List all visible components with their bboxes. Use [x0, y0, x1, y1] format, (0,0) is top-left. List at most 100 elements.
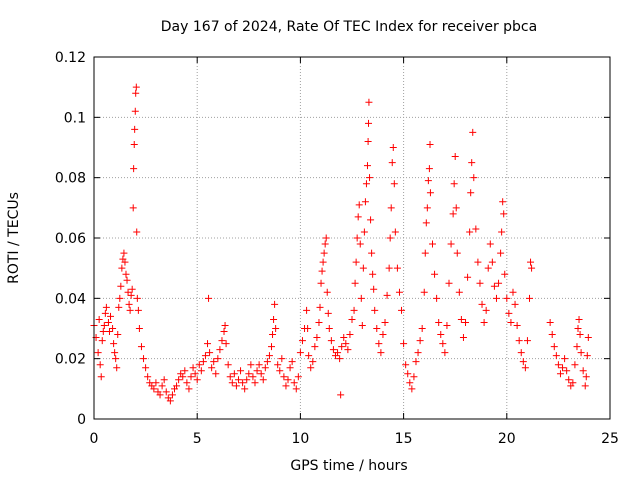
data-point — [513, 321, 521, 329]
data-point — [140, 355, 148, 363]
data-point — [497, 249, 505, 257]
data-point — [280, 373, 288, 381]
data-point — [125, 300, 133, 308]
data-point — [342, 340, 350, 348]
data-point — [121, 258, 129, 266]
data-point — [102, 303, 110, 311]
data-point — [371, 306, 379, 314]
data-point — [179, 373, 187, 381]
data-point — [526, 294, 534, 302]
data-point — [433, 294, 441, 302]
data-point — [462, 318, 470, 326]
data-point — [363, 162, 371, 170]
x-tick-label: 15 — [395, 431, 413, 447]
data-point — [117, 282, 125, 290]
data-point — [268, 343, 276, 351]
data-point — [132, 83, 140, 91]
y-tick-label: 0.02 — [55, 352, 86, 368]
x-tick-label: 0 — [90, 431, 99, 447]
data-point — [185, 385, 193, 393]
data-point — [183, 379, 191, 387]
data-point — [424, 177, 432, 185]
data-point — [527, 258, 535, 266]
data-point — [482, 306, 490, 314]
data-point — [195, 361, 203, 369]
data-point — [511, 300, 519, 308]
data-point — [115, 303, 123, 311]
data-point — [395, 288, 403, 296]
data-point — [201, 352, 209, 360]
data-point — [181, 367, 189, 375]
data-point — [357, 294, 365, 302]
data-point — [344, 346, 352, 354]
x-tick-label: 10 — [291, 431, 309, 447]
data-point — [263, 358, 271, 366]
data-point — [122, 270, 130, 278]
data-point — [128, 285, 136, 293]
data-point — [583, 352, 591, 360]
data-point — [111, 349, 119, 357]
data-point — [323, 288, 331, 296]
data-point — [377, 349, 385, 357]
data-point — [222, 340, 230, 348]
data-point — [478, 300, 486, 308]
data-point — [426, 189, 434, 197]
data-point — [218, 337, 226, 345]
data-point — [197, 367, 205, 375]
data-point — [158, 382, 166, 390]
y-tick-label: 0.12 — [55, 50, 86, 66]
data-point — [317, 279, 325, 287]
data-point — [492, 294, 500, 302]
data-point — [124, 288, 132, 296]
data-point — [579, 367, 587, 375]
data-point — [309, 358, 317, 366]
data-point — [96, 361, 104, 369]
data-point — [255, 361, 263, 369]
y-tick-label: 0.04 — [55, 291, 86, 307]
data-point — [166, 397, 174, 405]
y-tick-label: 0.08 — [55, 171, 86, 187]
data-point — [112, 355, 120, 363]
data-point — [322, 234, 330, 242]
data-point — [216, 346, 224, 354]
data-point — [131, 107, 139, 115]
data-point — [400, 340, 408, 348]
data-point — [554, 361, 562, 369]
data-point — [390, 180, 398, 188]
data-point — [412, 358, 420, 366]
data-point — [523, 337, 531, 345]
data-point — [271, 300, 279, 308]
data-point — [319, 258, 327, 266]
data-point — [205, 294, 213, 302]
data-point — [353, 234, 361, 242]
data-point — [389, 144, 397, 151]
data-point — [435, 318, 443, 326]
data-point — [356, 240, 364, 248]
data-point — [418, 325, 426, 332]
data-point — [574, 325, 582, 332]
data-point — [375, 340, 383, 348]
data-point — [452, 204, 460, 212]
data-point — [257, 370, 265, 378]
data-point — [361, 198, 369, 206]
data-point — [366, 174, 374, 182]
data-point — [425, 165, 433, 173]
data-point — [245, 370, 253, 378]
data-point — [521, 364, 529, 372]
data-point — [276, 367, 284, 375]
data-point — [449, 210, 457, 218]
data-point — [278, 355, 286, 363]
data-point — [290, 379, 298, 387]
x-axis: 0 5 10 15 20 25 — [90, 57, 619, 447]
data-point — [437, 331, 445, 339]
data-point — [272, 325, 280, 332]
data-point — [120, 249, 128, 257]
data-point — [110, 340, 118, 348]
data-point — [265, 352, 273, 360]
data-point — [288, 358, 296, 366]
data-point — [214, 355, 222, 363]
data-point — [457, 315, 465, 323]
data-point — [515, 337, 523, 345]
data-point — [453, 249, 461, 257]
data-point — [559, 364, 567, 372]
